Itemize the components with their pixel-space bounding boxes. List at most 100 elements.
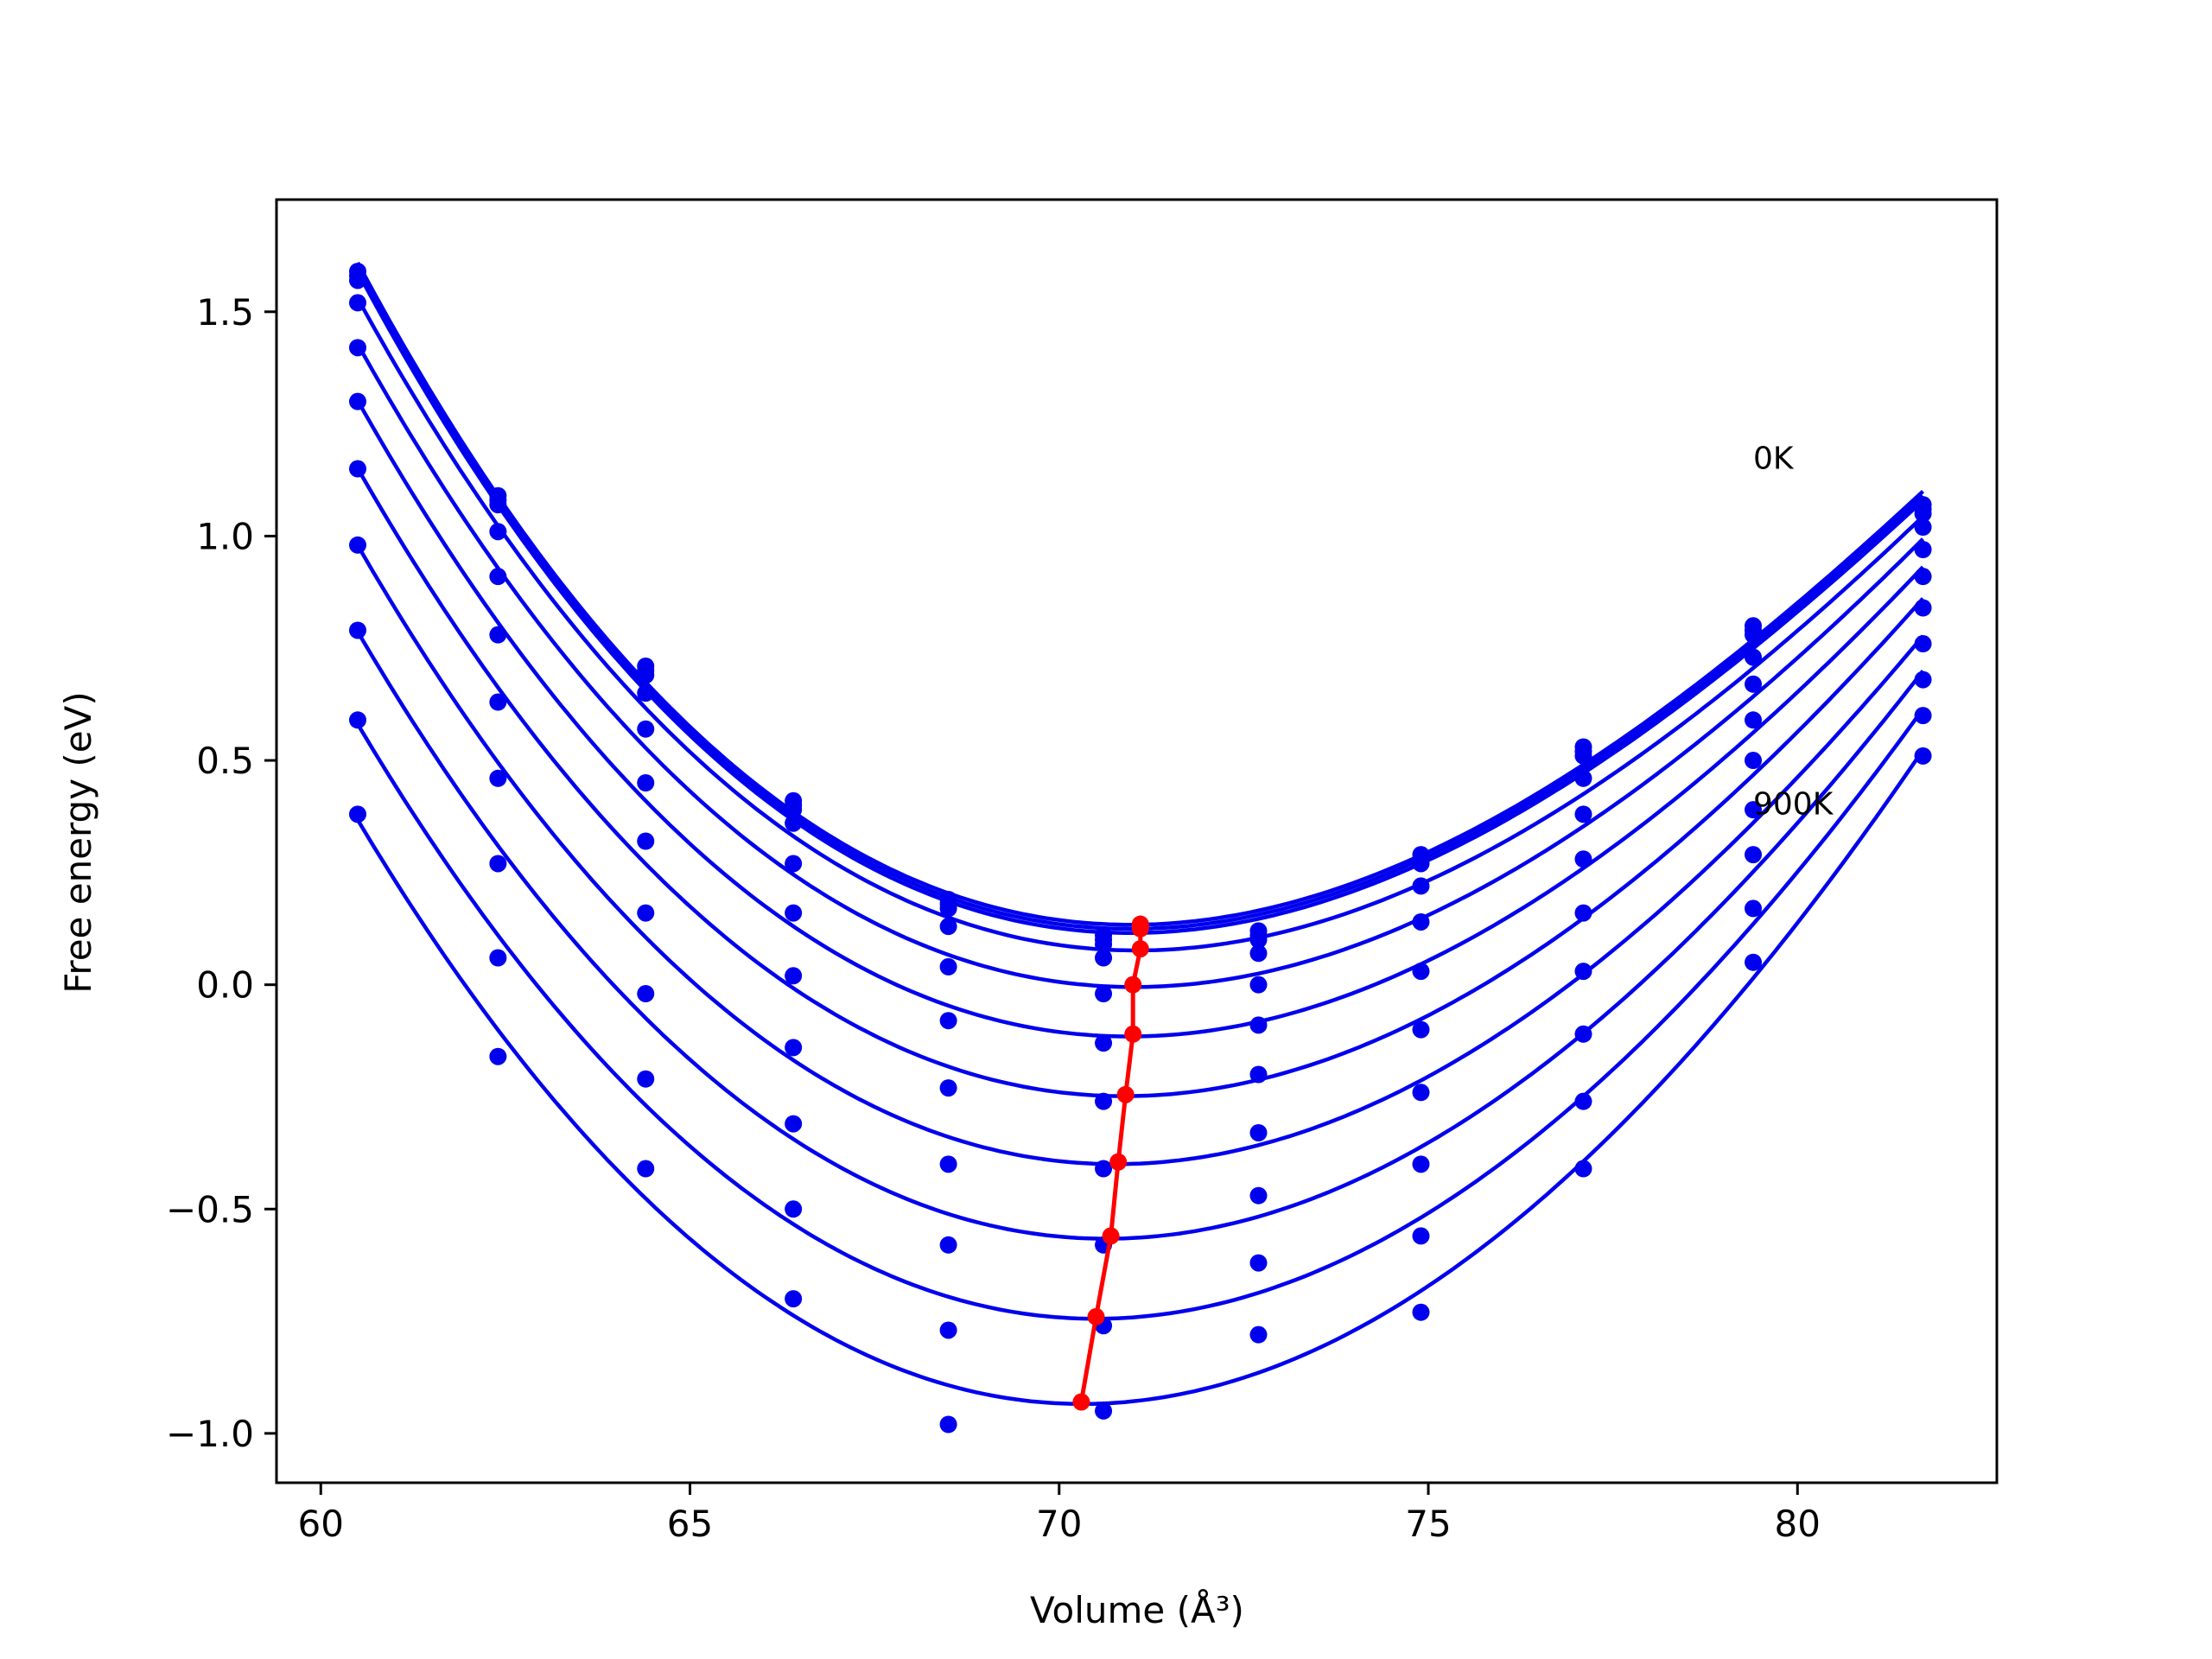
- data-point-s8-3: [785, 1115, 803, 1133]
- data-point-s10-8: [1574, 1160, 1592, 1178]
- x-tick-label-75: 75: [1405, 1503, 1451, 1545]
- fit-curve-6: [356, 467, 1925, 1098]
- plot-frame: [275, 198, 1999, 1484]
- data-point-s4-1: [489, 568, 507, 586]
- data-point-s9-3: [785, 1200, 803, 1218]
- data-point-s6-2: [637, 832, 655, 850]
- data-point-s10-9: [1745, 953, 1763, 971]
- data-point-s6-4: [939, 1079, 957, 1097]
- data-point-s5-1: [489, 626, 507, 644]
- data-point-s2-1: [489, 496, 507, 514]
- data-point-s2-9: [1745, 626, 1763, 644]
- data-point-s4-0: [348, 339, 366, 357]
- data-point-s8-2: [637, 985, 655, 1003]
- x-tick-label-80: 80: [1775, 1503, 1821, 1545]
- data-point-s2-2: [637, 666, 655, 684]
- data-point-s2-3: [785, 801, 803, 819]
- data-point-s8-10: [1914, 671, 1932, 689]
- minimum-point-2: [1131, 919, 1149, 938]
- y-axis-label: Free energy (eV): [57, 691, 99, 994]
- annotation-0k: 0K: [1753, 442, 1795, 477]
- data-point-s6-8: [1574, 904, 1592, 922]
- data-point-s4-8: [1574, 805, 1592, 823]
- data-point-s10-3: [785, 1290, 803, 1308]
- data-point-s5-6: [1249, 1016, 1268, 1034]
- data-point-s9-6: [1249, 1254, 1268, 1272]
- data-point-s3-6: [1249, 944, 1268, 963]
- data-point-s2-8: [1574, 747, 1592, 765]
- data-point-s7-1: [489, 769, 507, 787]
- data-point-s2-0: [348, 271, 366, 289]
- data-point-s6-5: [1095, 1092, 1113, 1110]
- data-point-s7-6: [1249, 1124, 1268, 1141]
- data-point-s9-0: [348, 711, 366, 729]
- data-point-s7-4: [939, 1155, 957, 1173]
- data-point-s7-2: [637, 904, 655, 922]
- data-point-s9-2: [637, 1070, 655, 1088]
- data-point-s3-9: [1745, 648, 1763, 666]
- x-tick-label-70: 70: [1036, 1503, 1082, 1545]
- data-point-s8-7: [1412, 1155, 1430, 1173]
- data-point-s10-1: [489, 1047, 507, 1065]
- data-point-s7-7: [1412, 1084, 1430, 1102]
- data-point-s6-9: [1745, 752, 1763, 770]
- minimum-point-7: [1109, 1153, 1128, 1171]
- plot-area: [348, 261, 1932, 1433]
- data-point-s8-8: [1574, 1025, 1592, 1043]
- data-point-s6-3: [785, 967, 803, 985]
- data-point-s6-10: [1914, 599, 1932, 617]
- data-point-s8-0: [348, 621, 366, 639]
- data-point-s3-1: [489, 523, 507, 541]
- data-point-s5-7: [1412, 963, 1430, 981]
- data-point-s5-5: [1095, 1034, 1113, 1052]
- x-axis-label: Volume (Å³): [1030, 1588, 1244, 1631]
- data-point-s9-7: [1412, 1227, 1430, 1245]
- minimum-point-9: [1087, 1307, 1105, 1325]
- y-tick-label-1: −0.5: [166, 1188, 254, 1230]
- y-tick-label-5: 1.5: [196, 291, 254, 334]
- y-tick-label-3: 0.5: [196, 740, 254, 782]
- data-point-s5-2: [637, 774, 655, 791]
- data-point-s5-9: [1745, 711, 1763, 729]
- data-point-s10-0: [348, 805, 366, 823]
- data-point-s9-10: [1914, 707, 1932, 725]
- data-point-s5-4: [939, 1012, 957, 1030]
- fit-curve-10: [356, 748, 1925, 1407]
- minimum-point-8: [1102, 1227, 1120, 1245]
- data-point-s6-1: [489, 693, 507, 711]
- data-point-s2-6: [1249, 931, 1268, 949]
- data-point-s3-7: [1412, 877, 1430, 895]
- data-point-s4-4: [939, 957, 957, 976]
- y-tick-label-2: 0.0: [196, 964, 254, 1007]
- data-point-s7-5: [1095, 1160, 1113, 1178]
- minimum-point-5: [1124, 1025, 1142, 1043]
- data-point-s5-8: [1574, 850, 1592, 868]
- data-point-s4-7: [1412, 912, 1430, 931]
- data-point-s8-1: [489, 855, 507, 873]
- data-point-s8-9: [1745, 846, 1763, 864]
- fit-curve-8: [356, 630, 1925, 1241]
- x-axis: 60 65 70 75 80: [298, 1483, 1821, 1545]
- data-point-s4-9: [1745, 675, 1763, 693]
- data-point-s6-7: [1412, 1020, 1430, 1039]
- data-point-s7-3: [785, 1039, 803, 1057]
- data-point-s9-8: [1574, 1092, 1592, 1110]
- data-point-s5-10: [1914, 568, 1932, 586]
- fit-curve-9: [356, 708, 1925, 1321]
- data-point-s9-1: [489, 949, 507, 967]
- y-axis: −1.0 −0.5 0.0 0.5 1.0 1.5: [166, 291, 276, 1455]
- data-point-s3-3: [785, 814, 803, 832]
- data-point-s8-6: [1249, 1186, 1268, 1205]
- data-point-s10-6: [1249, 1325, 1268, 1344]
- minimum-point-4: [1124, 976, 1142, 994]
- data-point-s6-6: [1249, 1065, 1268, 1084]
- data-point-s10-5: [1095, 1402, 1113, 1420]
- data-point-s7-9: [1745, 801, 1763, 819]
- data-point-s10-7: [1412, 1303, 1430, 1321]
- data-point-s3-10: [1914, 518, 1932, 537]
- data-point-s2-4: [939, 899, 957, 918]
- data-point-s4-6: [1249, 976, 1268, 994]
- data-point-s7-8: [1574, 963, 1592, 981]
